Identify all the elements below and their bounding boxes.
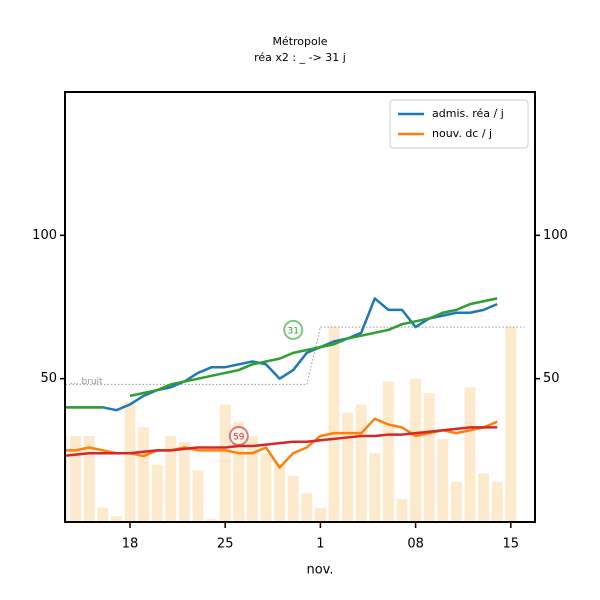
plot-frame bbox=[64, 91, 536, 523]
chart-title: Métropole bbox=[272, 35, 327, 48]
bar bbox=[178, 441, 190, 522]
bar bbox=[464, 387, 476, 522]
bar bbox=[328, 327, 340, 522]
y-tick-label: 50 bbox=[543, 371, 560, 386]
bar bbox=[342, 413, 354, 522]
annotation-label: 31 bbox=[287, 326, 298, 336]
bar bbox=[206, 519, 218, 522]
bar bbox=[369, 453, 381, 522]
bar bbox=[450, 481, 462, 522]
series-line bbox=[65, 417, 498, 469]
annotation-marker bbox=[283, 319, 304, 340]
x-tick-label: 08 bbox=[407, 537, 424, 552]
bar bbox=[83, 436, 95, 522]
legend-label: admis. réa / j bbox=[432, 107, 504, 120]
bar bbox=[355, 404, 367, 522]
bar bbox=[287, 476, 299, 522]
series-line bbox=[65, 297, 498, 409]
bar bbox=[396, 499, 408, 522]
legend-label: nouv. dc / j bbox=[432, 127, 492, 140]
plot-area: ... bruit bbox=[65, 297, 525, 522]
bar bbox=[151, 464, 163, 522]
annotation-label: 59 bbox=[233, 433, 245, 443]
y-tick-label: 50 bbox=[40, 371, 57, 386]
legend-box bbox=[389, 99, 529, 149]
bar bbox=[65, 436, 68, 522]
bar bbox=[70, 436, 82, 522]
bar bbox=[314, 507, 326, 522]
bar bbox=[505, 327, 517, 522]
x-tick-label: 1 bbox=[316, 537, 324, 552]
y-tick-label: 100 bbox=[543, 228, 568, 243]
chart-subtitle: réa x2 : _ -> 31 j bbox=[254, 51, 346, 64]
bar bbox=[192, 470, 204, 522]
bar bbox=[219, 404, 231, 522]
annotation-marker bbox=[228, 426, 249, 446]
bar bbox=[246, 436, 258, 522]
x-tick-label: 25 bbox=[217, 537, 234, 552]
bar bbox=[423, 393, 435, 522]
bar bbox=[124, 401, 136, 522]
bar bbox=[233, 421, 245, 522]
bar bbox=[382, 381, 394, 522]
bar bbox=[437, 438, 449, 522]
noise-label: ... bruit bbox=[70, 377, 103, 387]
bar bbox=[491, 481, 503, 522]
bar bbox=[138, 427, 150, 522]
x-tick-label: 18 bbox=[122, 537, 139, 552]
x-tick-label: 15 bbox=[503, 537, 520, 552]
bar bbox=[260, 453, 272, 522]
series-line bbox=[65, 426, 498, 458]
x-axis-label: nov. bbox=[306, 563, 333, 578]
bar bbox=[274, 464, 286, 522]
noise-step bbox=[306, 326, 321, 385]
bar bbox=[110, 516, 122, 522]
bar bbox=[165, 436, 177, 522]
series-line bbox=[65, 297, 498, 412]
bar bbox=[478, 473, 490, 522]
bar bbox=[97, 507, 109, 522]
y-tick-label: 100 bbox=[32, 228, 57, 243]
bar bbox=[301, 493, 313, 522]
bar bbox=[410, 378, 422, 522]
